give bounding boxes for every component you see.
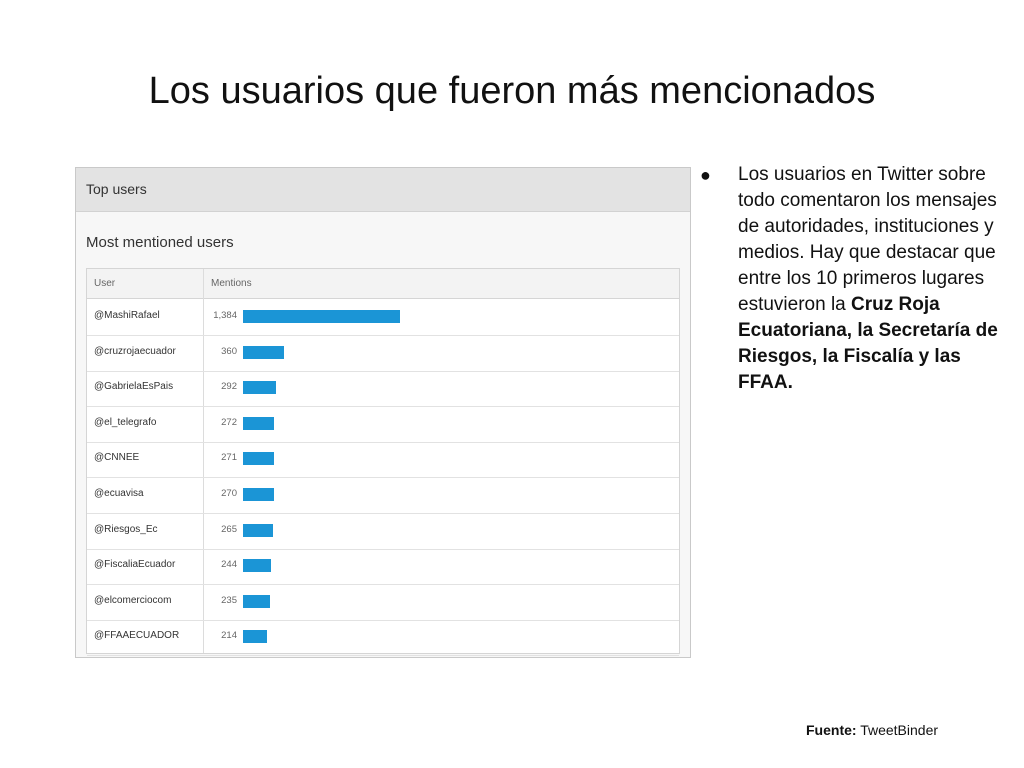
user-handle[interactable]: @CNNEE <box>94 452 140 464</box>
top-users-panel: Top users Most mentioned users User Ment… <box>75 167 691 658</box>
table-row: @FFAAECUADOR 214 <box>87 619 679 657</box>
table-row: @cruzrojaecuador 360 <box>87 335 679 372</box>
bullet-text-bold: Cruz Roja Ecuatoriana, la Secretaría de … <box>738 294 998 393</box>
mention-bar <box>243 559 271 573</box>
user-handle[interactable]: @el_telegrafo <box>94 416 157 428</box>
bullet-text-plain: Los usuarios en Twitter sobre todo comen… <box>738 164 997 315</box>
user-handle[interactable]: @FiscaliaEcuador <box>94 559 176 571</box>
panel-header-title: Top users <box>86 181 147 197</box>
mention-count-label: 360 <box>221 345 237 357</box>
mention-count-label: 1,384 <box>213 310 237 321</box>
source-label: Fuente: <box>806 722 857 738</box>
panel-header: Top users <box>76 168 690 212</box>
mention-bar <box>243 381 277 395</box>
mention-bar <box>243 310 400 323</box>
table-row: @MashiRafael 1,384 <box>87 299 679 336</box>
bullet-text: Los usuarios en Twitter sobre todo comen… <box>738 162 1000 396</box>
bullet-dot: ● <box>700 165 711 185</box>
table-row: @ecuavisa 270 <box>87 477 679 514</box>
mention-count-label: 292 <box>221 381 237 393</box>
mention-bar <box>243 630 268 644</box>
user-handle[interactable]: @FFAAECUADOR <box>94 630 180 642</box>
mention-count-label: 214 <box>221 630 237 642</box>
user-handle[interactable]: @ecuavisa <box>94 488 144 499</box>
table-row: @el_telegrafo 272 <box>87 406 679 443</box>
mention-bar <box>243 488 274 501</box>
user-handle[interactable]: @Riesgos_Ec <box>94 523 158 535</box>
user-handle[interactable]: @elcomerciocom <box>94 594 172 606</box>
user-handle[interactable]: @GabrielaEsPais <box>94 381 174 393</box>
user-handle[interactable]: @cruzrojaecuador <box>94 345 176 357</box>
source-value: TweetBinder <box>860 722 939 738</box>
mention-bar <box>243 345 284 359</box>
column-header-user: User <box>94 278 116 289</box>
mention-count-label: 272 <box>221 416 237 428</box>
column-header-mentions: Mentions <box>211 278 252 289</box>
table-row: @Riesgos_Ec 265 <box>87 513 679 550</box>
table-row: @CNNEE 271 <box>87 441 679 479</box>
table-header: User Mentions <box>87 269 679 299</box>
mention-bar <box>243 416 274 430</box>
user-handle[interactable]: @MashiRafael <box>94 310 160 321</box>
slide-title: Los usuarios que fueron más mencionados <box>148 70 876 112</box>
mention-bar <box>243 594 270 608</box>
section-title: Most mentioned users <box>86 234 234 251</box>
mentions-table: User Mentions @MashiRafael 1,384 @cruzroja… <box>86 268 680 657</box>
table-row: @FiscaliaEcuador 244 <box>87 548 679 586</box>
source-note: Fuente: TweetBinder <box>806 722 938 738</box>
mention-bar <box>243 452 274 466</box>
mention-count-label: 244 <box>221 559 237 571</box>
column-divider <box>203 269 204 653</box>
mention-count-label: 270 <box>221 488 237 499</box>
mention-count-label: 265 <box>221 523 237 535</box>
table-row: @GabrielaEsPais 292 <box>87 370 679 408</box>
mention-count-label: 235 <box>221 594 237 606</box>
mention-bar <box>243 523 274 537</box>
table-row: @elcomerciocom 235 <box>87 584 679 621</box>
mention-count-label: 271 <box>221 452 237 464</box>
